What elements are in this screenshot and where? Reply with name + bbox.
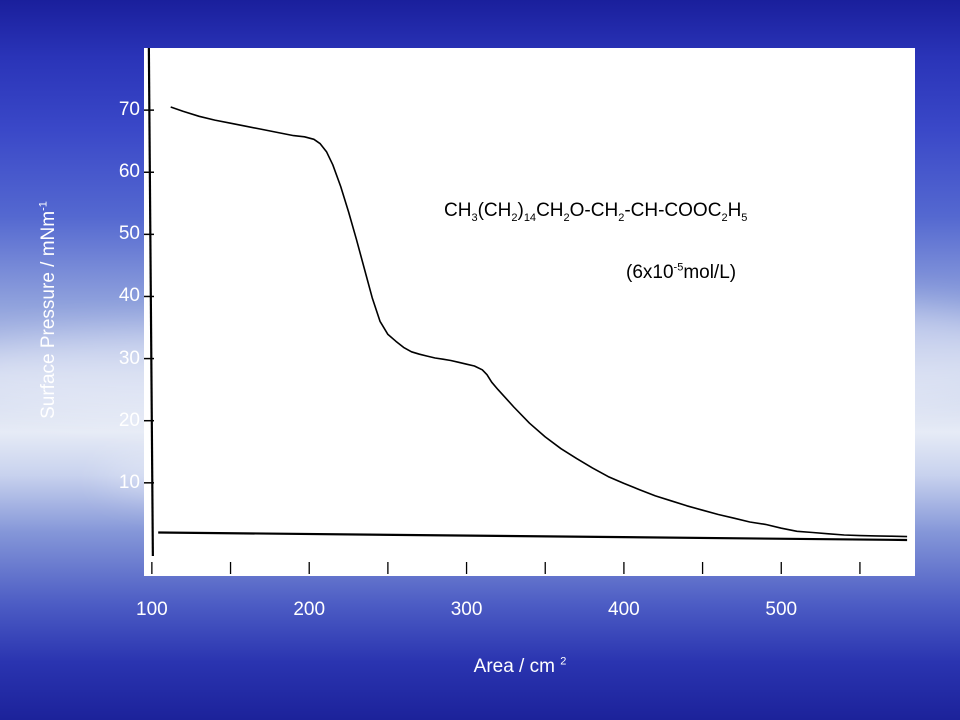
formula-part: 2 xyxy=(563,211,570,224)
y-tick-label: 70 xyxy=(118,99,140,121)
formula-part: ) xyxy=(517,200,524,221)
isotherm-compression-line xyxy=(170,106,908,538)
concentration-annotation: (6x10-5mol/L) xyxy=(626,262,736,284)
y-axis-label-text: Surface Pressure / mNm xyxy=(38,210,59,419)
formula-part: 5 xyxy=(741,211,748,224)
formula-part: 2 xyxy=(511,211,518,224)
y-axis-label: Surface Pressure / mNm-1 xyxy=(38,160,62,460)
formula-part: 2 xyxy=(721,211,728,224)
x-tick-label: 400 xyxy=(608,599,640,620)
x-axis-label-text: Area / cm xyxy=(473,656,555,677)
y-axis-label-sup: -1 xyxy=(37,201,50,211)
y-tick-label: 30 xyxy=(118,347,140,369)
formula-part: -CH-COOC xyxy=(624,200,722,221)
formula-annotation: CH3(CH2)14CH2O-CH2-CH-COOC2H5 xyxy=(444,200,748,224)
formula-part: CH xyxy=(444,200,472,221)
x-tick-label: 100 xyxy=(136,599,168,620)
x-axis-label-sup: 2 xyxy=(560,655,567,668)
x-tick-label: 300 xyxy=(450,599,483,620)
y-axis-line xyxy=(147,48,154,557)
y-tick-label: 40 xyxy=(118,285,140,307)
plot-svg xyxy=(144,48,908,574)
y-tick-label: 60 xyxy=(118,161,140,183)
formula-part: 2 xyxy=(618,211,625,224)
formula-part: CH xyxy=(536,200,564,221)
x-tick-label: 500 xyxy=(765,599,798,620)
concentration-part: -5 xyxy=(673,261,684,274)
y-tick-label: 50 xyxy=(118,223,140,245)
formula-part: (CH xyxy=(477,200,512,221)
concentration-part: mol/L) xyxy=(683,262,737,283)
formula-part: 14 xyxy=(523,211,537,224)
y-tick-label: 20 xyxy=(118,409,140,431)
x-tick-label: 200 xyxy=(293,599,326,620)
formula-part: 3 xyxy=(471,211,478,224)
x-axis-label: Area / cm 2 xyxy=(400,656,640,678)
formula-part: O-CH xyxy=(569,200,619,221)
plot-area xyxy=(144,48,915,576)
isotherm-baseline xyxy=(158,531,908,542)
concentration-part: (6x10 xyxy=(626,262,674,283)
formula-part: H xyxy=(727,200,742,221)
y-tick-label: 10 xyxy=(118,471,140,493)
